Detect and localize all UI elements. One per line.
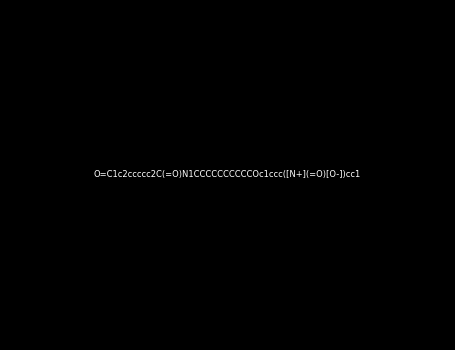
Text: O=C1c2ccccc2C(=O)N1CCCCCCCCCCOc1ccc([N+](=O)[O-])cc1: O=C1c2ccccc2C(=O)N1CCCCCCCCCCOc1ccc([N+]… [94, 170, 361, 180]
